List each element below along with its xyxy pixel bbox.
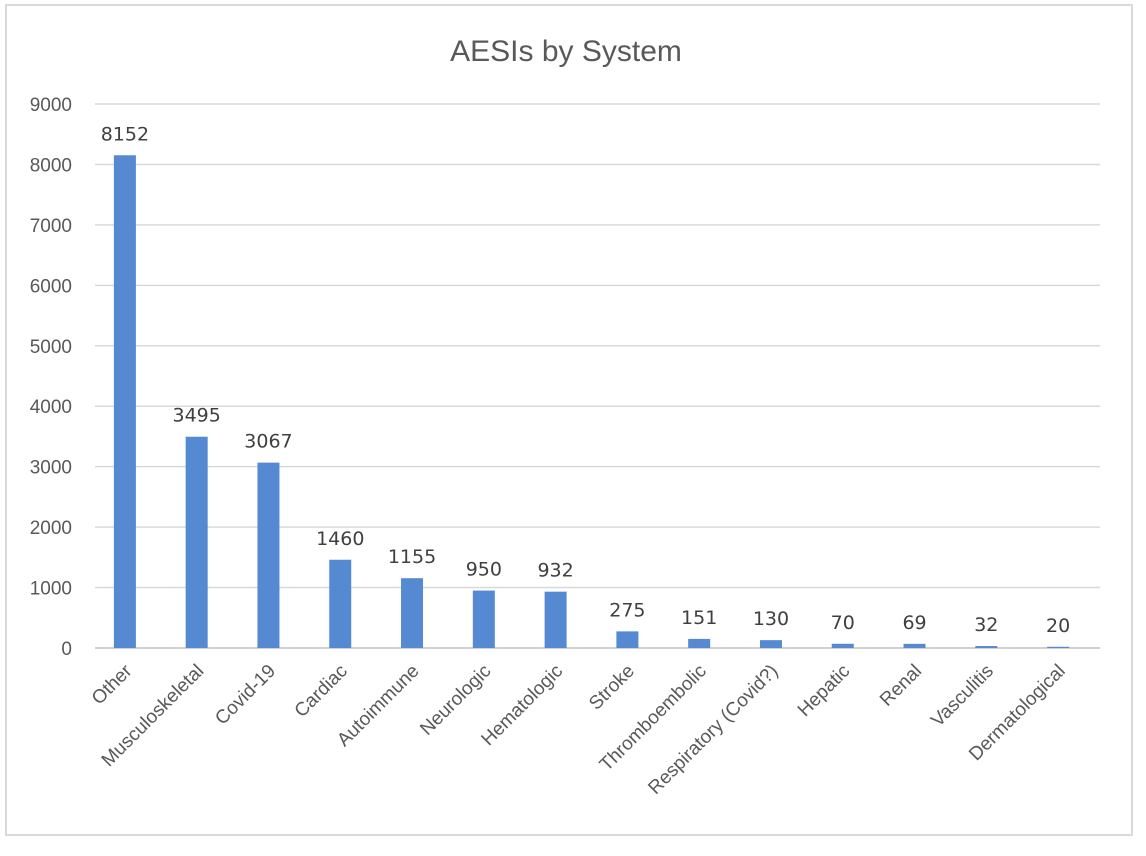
- data-label: 130: [753, 608, 789, 630]
- bar: [616, 631, 639, 648]
- category-label: Hepatic: [794, 661, 854, 721]
- y-tick-label: 9000: [30, 95, 72, 116]
- y-tick-label: 2000: [30, 518, 72, 539]
- bar: [472, 590, 495, 648]
- bar: [975, 646, 998, 648]
- data-label: 70: [831, 612, 855, 634]
- bar: [257, 462, 280, 648]
- y-tick-label: 7000: [30, 216, 72, 237]
- y-axis-ticks: 0 1000 2000 3000 4000 5000 6000 7000 8000 9000: [30, 95, 72, 660]
- bar: [113, 155, 136, 648]
- bar: [688, 638, 711, 648]
- data-label: 275: [609, 599, 645, 621]
- data-label: 20: [1046, 615, 1070, 637]
- y-tick-label: 5000: [30, 337, 72, 358]
- category-label: Stroke: [585, 661, 639, 715]
- category-label: Respiratory (Covid?): [644, 661, 782, 799]
- category-label: Cardiac: [291, 661, 352, 722]
- data-label: 32: [974, 614, 998, 636]
- data-label: 3495: [172, 405, 220, 427]
- bar: [1047, 646, 1070, 648]
- y-tick-label: 4000: [30, 397, 72, 418]
- data-label: 3067: [244, 431, 292, 453]
- y-tick-label: 1000: [30, 579, 72, 600]
- data-label: 151: [681, 607, 717, 629]
- data-label: 932: [537, 560, 573, 582]
- y-tick-label: 8000: [30, 155, 72, 176]
- data-label: 950: [466, 559, 502, 581]
- y-tick-label: 3000: [30, 458, 72, 479]
- category-label: Neurologic: [416, 661, 495, 740]
- gridlines: [95, 103, 1100, 649]
- bar: [831, 643, 854, 648]
- y-tick-label: 6000: [30, 276, 72, 297]
- data-label: 1460: [316, 528, 364, 550]
- category-label: Other: [88, 660, 137, 709]
- bar: [401, 578, 424, 648]
- bar: [185, 436, 208, 648]
- category-label: Vasculitis: [927, 661, 998, 732]
- data-label: 8152: [101, 123, 149, 145]
- bar: [759, 640, 782, 648]
- bar: [329, 559, 352, 648]
- bars: [113, 155, 1070, 648]
- bar: [544, 591, 567, 648]
- data-label: 1155: [388, 546, 436, 568]
- data-labels: 8152 3495 3067 1460 1155 950 932 275 151 130 70 69 3…: [101, 123, 1070, 637]
- bar: [903, 643, 926, 648]
- data-label: 69: [902, 612, 926, 634]
- category-label: Renal: [876, 661, 926, 711]
- category-label: Covid-19: [211, 661, 280, 730]
- chart-frame: [5, 4, 1133, 836]
- y-tick-label: 0: [61, 639, 72, 660]
- chart-title: AESIs by System: [450, 35, 682, 68]
